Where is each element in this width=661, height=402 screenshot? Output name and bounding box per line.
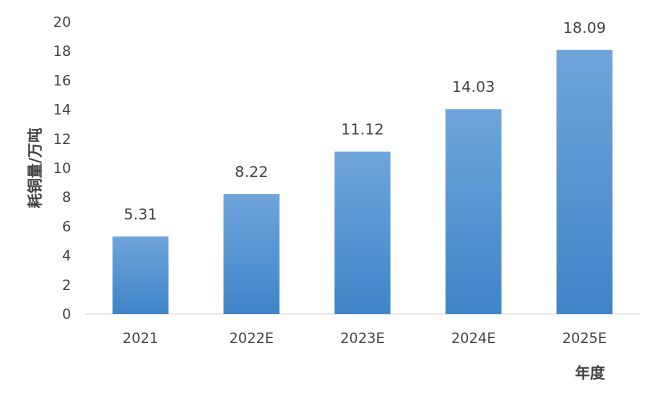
y-tick-label: 16 — [53, 73, 71, 89]
y-tick-label: 6 — [62, 219, 71, 235]
y-axis-title: 耗铜量/万吨 — [26, 128, 44, 208]
bar-2023E — [334, 151, 391, 314]
data-label-2025E: 18.09 — [563, 19, 606, 37]
x-tick-label: 2023E — [340, 331, 384, 347]
x-tick-label: 2024E — [451, 331, 495, 347]
data-label-2022E: 8.22 — [235, 163, 268, 181]
y-tick-label: 10 — [53, 161, 71, 177]
bar-2022E — [223, 193, 280, 314]
bar-2025E — [556, 49, 613, 315]
y-tick-label: 4 — [62, 249, 71, 265]
bars — [112, 49, 613, 315]
x-tick-label: 2022E — [229, 331, 273, 347]
x-tick-label: 2021 — [123, 331, 159, 347]
y-tick-label: 0 — [62, 307, 71, 323]
x-axis-ticks: 2021 2022E 2023E 2024E 2025E — [123, 331, 607, 347]
y-tick-label: 2 — [62, 278, 71, 294]
bar-2021 — [112, 236, 169, 314]
x-tick-label: 2025E — [562, 331, 606, 347]
y-tick-label: 14 — [53, 103, 71, 119]
y-tick-label: 18 — [53, 44, 71, 60]
y-axis-ticks: 0 2 4 6 8 10 12 14 16 18 20 — [53, 15, 71, 323]
data-label-2024E: 14.03 — [452, 78, 495, 96]
y-tick-label: 8 — [62, 190, 71, 206]
bar-2024E — [445, 109, 502, 314]
x-axis-title: 年度 — [575, 364, 606, 382]
data-label-2023E: 11.12 — [341, 121, 384, 139]
data-labels: 5.31 8.22 11.12 14.03 18.09 — [124, 19, 606, 224]
y-tick-label: 12 — [53, 132, 71, 148]
y-tick-label: 20 — [53, 15, 71, 31]
data-label-2021: 5.31 — [124, 205, 157, 223]
